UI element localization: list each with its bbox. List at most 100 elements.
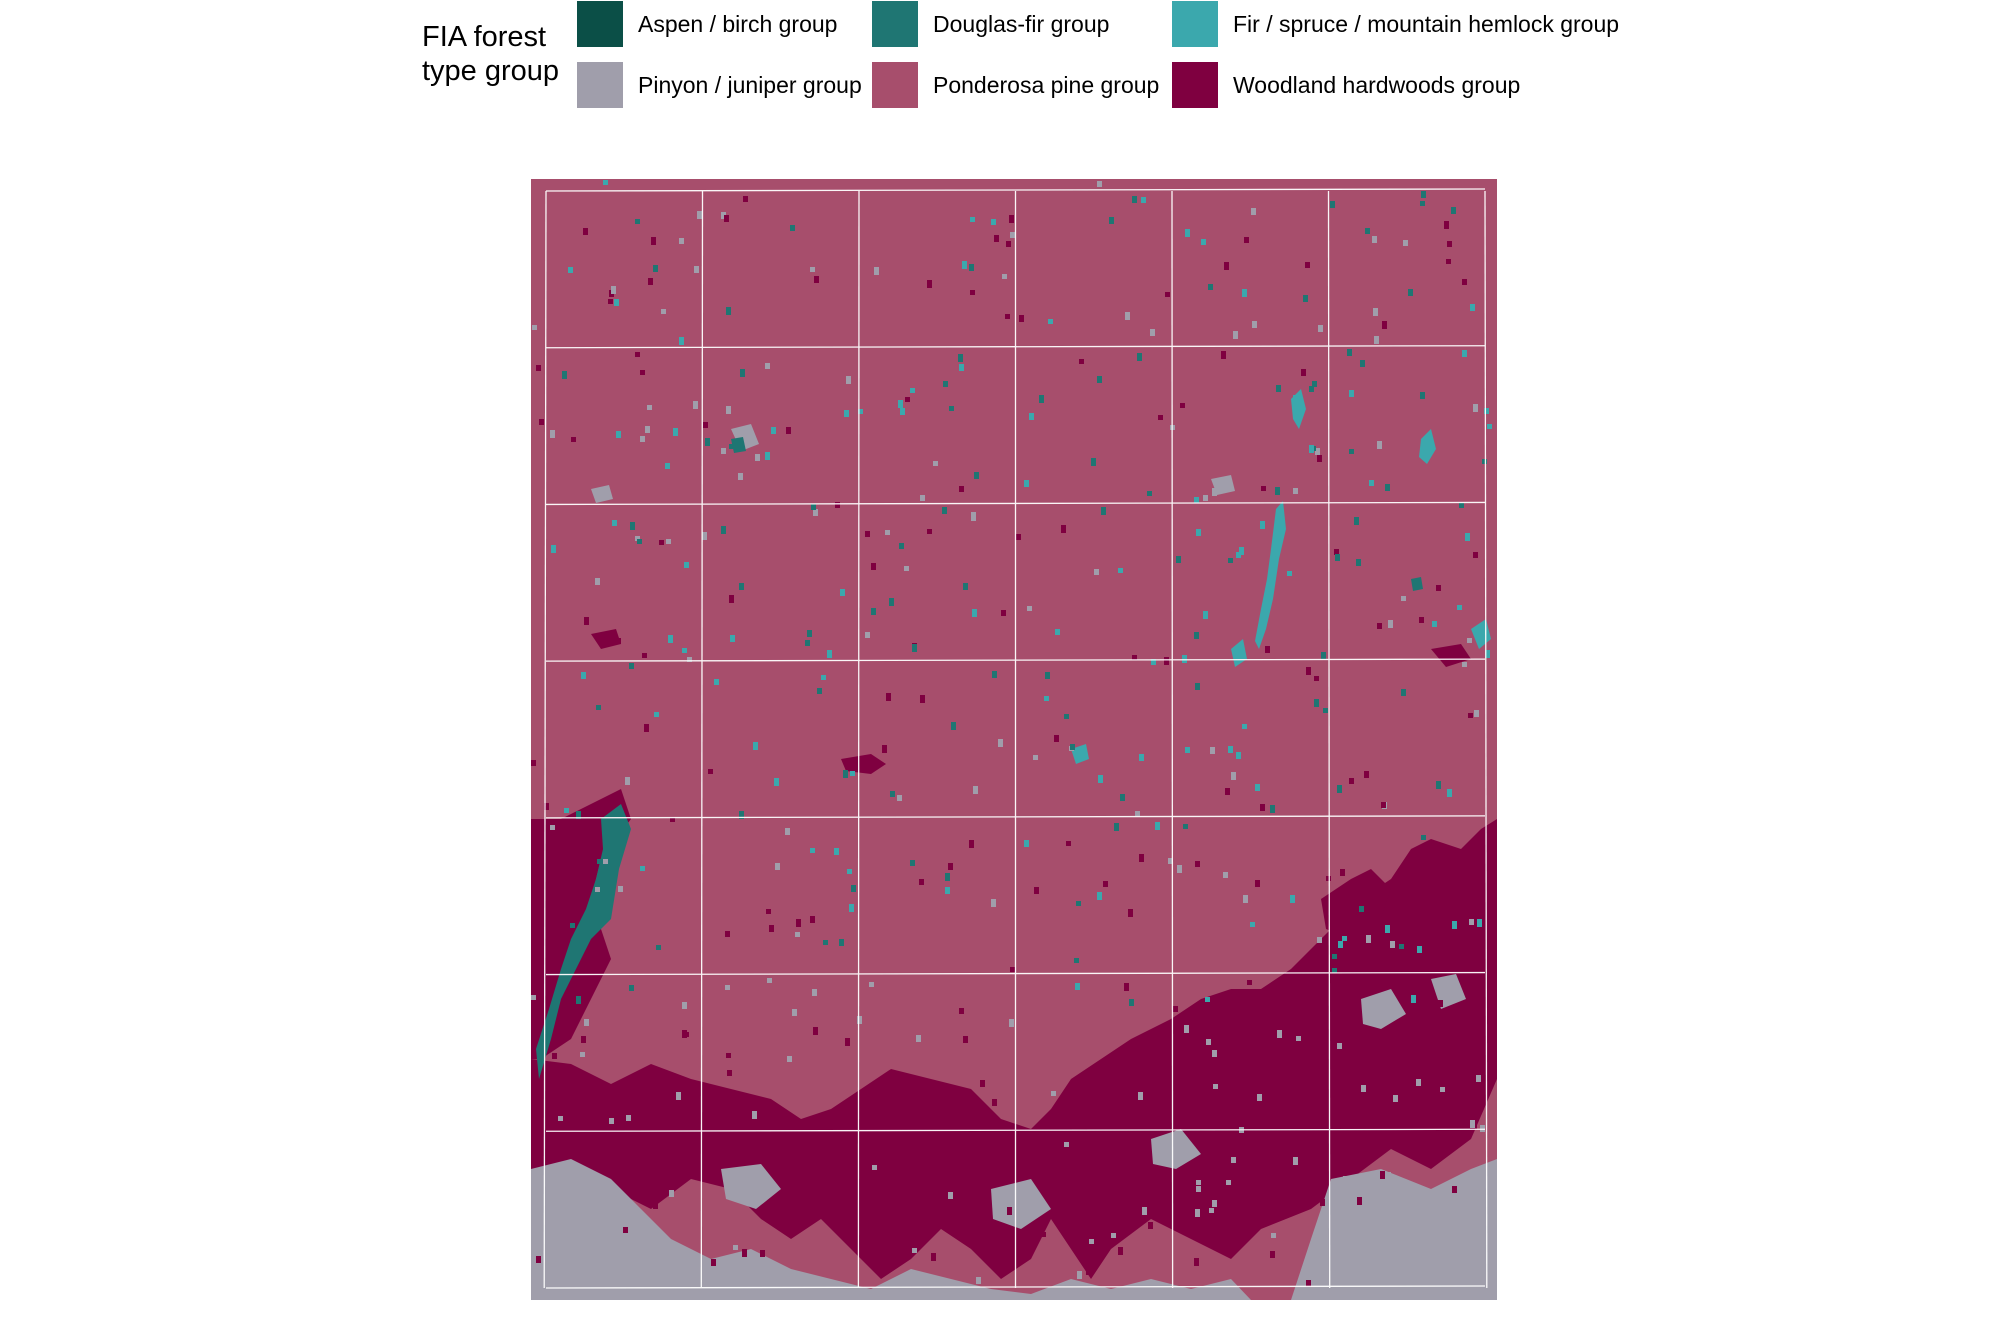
- raster-speckle: [1211, 1001, 1216, 1009]
- raster-speckle: [846, 376, 851, 384]
- legend-label-fir-spruce-hemlock: Fir / spruce / mountain hemlock group: [1233, 10, 1620, 37]
- raster-speckle: [792, 1009, 797, 1016]
- raster-speckle: [1436, 781, 1441, 789]
- map-panel[interactable]: [531, 179, 1497, 1300]
- raster-speckle: [608, 299, 613, 304]
- raster-speckle: [827, 650, 832, 658]
- raster-speckle: [1337, 1043, 1342, 1049]
- raster-speckle: [1155, 822, 1160, 830]
- raster-speckle: [670, 817, 675, 822]
- raster-speckle: [810, 848, 815, 853]
- raster-speckle: [1417, 946, 1422, 953]
- raster-speckle: [920, 495, 925, 501]
- raster-speckle: [1045, 672, 1050, 679]
- raster-speckle: [662, 1156, 667, 1164]
- raster-speckle: [1467, 638, 1472, 643]
- graticule-parallel: [545, 345, 1486, 349]
- raster-speckle: [711, 1259, 716, 1266]
- raster-speckle: [1212, 1200, 1217, 1207]
- raster-speckle: [959, 1008, 964, 1014]
- raster-speckle: [1194, 632, 1199, 639]
- raster-speckle: [1033, 755, 1038, 760]
- raster-speckle: [1064, 714, 1069, 719]
- raster-speckle: [1306, 1265, 1311, 1273]
- raster-speckle: [656, 945, 661, 950]
- raster-speckle: [1377, 623, 1382, 629]
- raster-speckle: [1470, 1120, 1475, 1128]
- raster-speckle: [898, 400, 903, 408]
- raster-speckle: [1485, 650, 1490, 658]
- raster-speckle: [899, 543, 904, 549]
- raster-speckle: [611, 286, 616, 294]
- raster-speckle: [765, 363, 770, 369]
- raster-speckle: [1231, 772, 1236, 780]
- raster-speckle: [813, 1027, 818, 1035]
- raster-speckle: [1382, 321, 1387, 329]
- raster-speckle: [1101, 507, 1106, 515]
- raster-speckle: [1359, 906, 1364, 912]
- raster-speckle: [1314, 676, 1319, 681]
- raster-speckle: [900, 408, 905, 415]
- raster-speckle: [1166, 1094, 1171, 1102]
- legend-item-aspen-birch: Aspen / birch group: [577, 1, 837, 47]
- raster-speckle: [1306, 667, 1311, 675]
- raster-speckle: [1039, 395, 1044, 403]
- raster-speckle: [927, 280, 932, 288]
- raster-speckle: [625, 777, 630, 785]
- raster-speckle: [1147, 491, 1152, 496]
- raster-speckle: [959, 364, 964, 371]
- graticule-parallel: [545, 1128, 1486, 1132]
- raster-speckle: [1019, 315, 1024, 322]
- raster-speckle: [871, 608, 876, 615]
- forest-type-raster-map[interactable]: [531, 179, 1497, 1300]
- raster-speckle: [1135, 811, 1140, 816]
- raster-speckle: [1194, 497, 1199, 503]
- raster-speckle: [595, 887, 600, 892]
- raster-speckle: [1243, 895, 1248, 903]
- raster-speckle: [1183, 824, 1188, 829]
- raster-speckle: [1468, 713, 1473, 718]
- raster-speckle: [645, 426, 650, 433]
- raster-speckle: [1293, 488, 1298, 494]
- legend-swatch-woodland-hardwoods: [1172, 62, 1218, 108]
- raster-speckle: [1431, 949, 1436, 955]
- raster-speckle: [729, 595, 734, 603]
- raster-speckle: [1176, 556, 1181, 563]
- raster-speckle: [1421, 191, 1426, 198]
- raster-speckle: [1432, 621, 1437, 627]
- raster-speckle: [1228, 746, 1233, 753]
- raster-speckle: [536, 1256, 541, 1263]
- raster-speckle: [1440, 1087, 1445, 1092]
- legend-swatch-fir-spruce-hemlock: [1172, 1, 1218, 47]
- raster-speckle: [689, 1095, 694, 1102]
- raster-speckle: [1309, 386, 1314, 392]
- raster-speckle: [653, 265, 658, 272]
- raster-speckle: [679, 337, 684, 345]
- raster-speckle: [725, 985, 730, 990]
- raster-speckle: [1225, 788, 1230, 795]
- raster-speckle: [1401, 689, 1406, 696]
- raster-speckle: [1048, 319, 1053, 324]
- raster-speckle: [771, 427, 776, 434]
- raster-speckle: [839, 939, 844, 946]
- raster-speckle: [969, 840, 974, 848]
- raster-speckle: [1026, 1144, 1031, 1151]
- raster-speckle: [949, 406, 954, 411]
- raster-speckle: [850, 771, 855, 776]
- legend-item-ponderosa-pine: Ponderosa pine group: [872, 62, 1159, 108]
- raster-speckle: [1270, 805, 1275, 813]
- raster-speckle: [1421, 835, 1426, 840]
- raster-speckle: [1239, 547, 1244, 555]
- raster-speckle: [1373, 308, 1378, 316]
- raster-speckle: [1357, 1197, 1362, 1205]
- raster-speckle: [1009, 215, 1014, 223]
- raster-speckle: [1066, 841, 1071, 846]
- raster-speckle: [910, 388, 915, 393]
- raster-speckle: [1462, 350, 1467, 357]
- raster-speckle: [970, 217, 975, 222]
- raster-speckle: [1173, 1006, 1178, 1012]
- raster-speckle: [531, 760, 536, 766]
- raster-speckle: [551, 545, 556, 553]
- raster-speckle: [1293, 395, 1298, 401]
- raster-speckle: [729, 444, 734, 449]
